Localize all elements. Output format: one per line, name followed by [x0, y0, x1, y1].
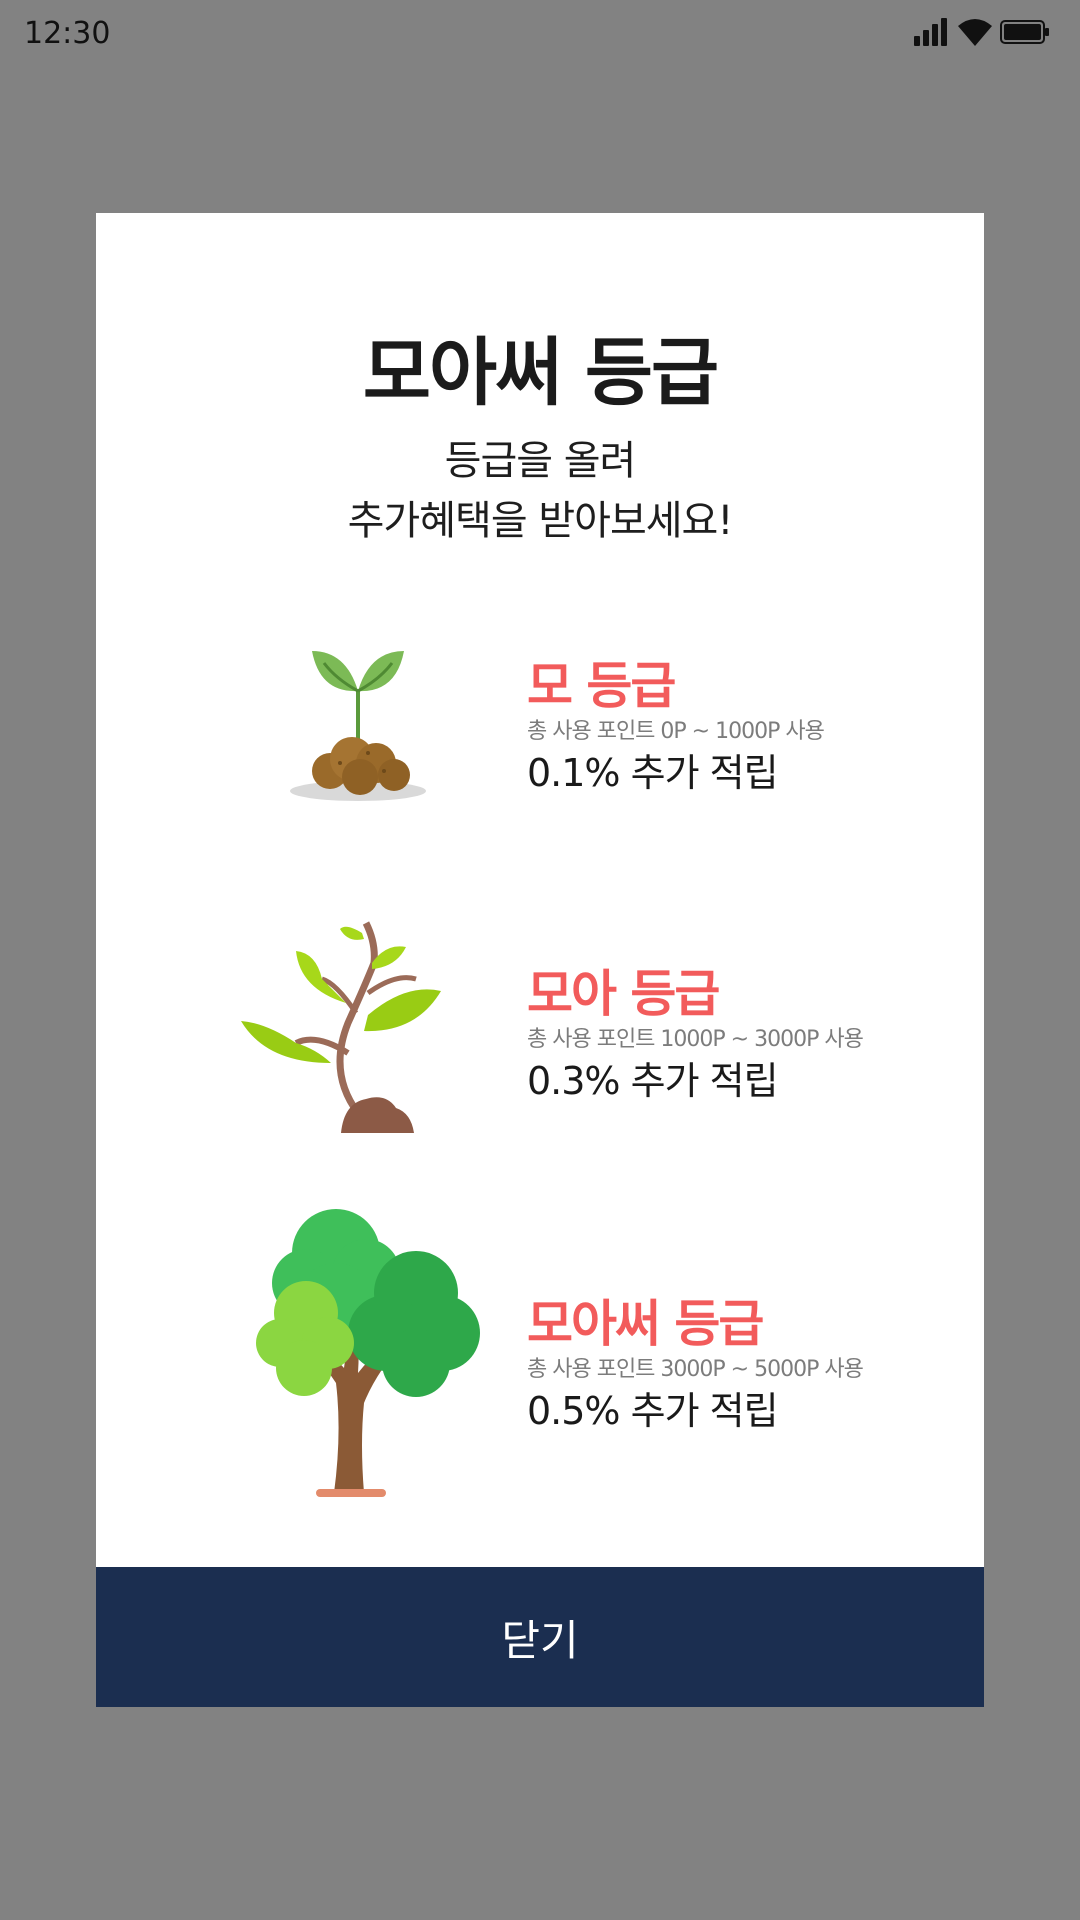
- grade-rate: 0.3% 추가 적립: [527, 1059, 779, 1103]
- grade-rate: 0.1% 추가 적립: [527, 751, 779, 795]
- modal-subtitle: 등급을 올려 추가혜택을 받아보세요!: [96, 431, 984, 551]
- wifi-icon: [958, 18, 992, 46]
- grade-text-mo: 모 등급 총 사용 포인트 0P ~ 1000P 사용 0.1% 추가 적립: [527, 655, 825, 799]
- grade-item-moasseo: 모아써 등급 총 사용 포인트 3000P ~ 5000P 사용 0.5% 추가…: [96, 1193, 984, 1503]
- close-button[interactable]: 닫기: [96, 1567, 984, 1707]
- grade-modal: 모아써 등급 등급을 올려 추가혜택을 받아보세요!: [96, 213, 984, 1707]
- status-bar: 12:30: [0, 0, 1080, 72]
- subtitle-line-2: 추가혜택을 받아보세요!: [347, 498, 734, 544]
- sprout-icon: [236, 641, 486, 811]
- battery-icon: [1000, 19, 1050, 45]
- grade-range: 총 사용 포인트 1000P ~ 3000P 사용: [527, 1027, 864, 1052]
- grade-text-moa: 모아 등급 총 사용 포인트 1000P ~ 3000P 사용 0.3% 추가 …: [527, 963, 864, 1107]
- grade-name: 모아써 등급: [527, 1295, 764, 1353]
- grade-text-moasseo: 모아써 등급 총 사용 포인트 3000P ~ 5000P 사용 0.5% 추가…: [527, 1293, 864, 1437]
- tree-icon: [256, 1193, 506, 1503]
- status-time: 12:30: [24, 16, 111, 51]
- subtitle-line-1: 등급을 올려: [444, 438, 637, 484]
- grade-rate: 0.5% 추가 적립: [527, 1389, 779, 1433]
- grade-item-mo: 모 등급 총 사용 포인트 0P ~ 1000P 사용 0.1% 추가 적립: [96, 633, 984, 813]
- grade-range: 총 사용 포인트 0P ~ 1000P 사용: [527, 719, 825, 744]
- grade-range: 총 사용 포인트 3000P ~ 5000P 사용: [527, 1357, 864, 1382]
- modal-title: 모아써 등급: [362, 330, 719, 416]
- grade-item-moa: 모아 등급 총 사용 포인트 1000P ~ 3000P 사용 0.3% 추가 …: [96, 903, 984, 1133]
- status-icons: [914, 18, 1050, 46]
- grade-name: 모 등급: [527, 657, 676, 715]
- signal-icon: [914, 18, 950, 46]
- sapling-icon: [236, 903, 486, 1133]
- grade-name: 모아 등급: [527, 965, 720, 1023]
